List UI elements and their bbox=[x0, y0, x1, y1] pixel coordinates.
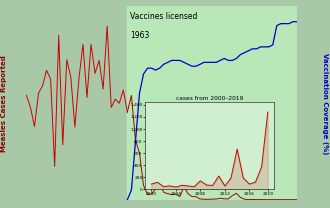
Bar bbox=[127, 6, 305, 200]
Text: Measles Cases Reported: Measles Cases Reported bbox=[1, 56, 7, 152]
Text: 1963: 1963 bbox=[130, 31, 149, 40]
Title: cases from 2000–2019: cases from 2000–2019 bbox=[176, 96, 243, 101]
Text: Vaccines licensed: Vaccines licensed bbox=[130, 12, 197, 21]
Text: Vaccination Coverage (%): Vaccination Coverage (%) bbox=[322, 53, 328, 155]
